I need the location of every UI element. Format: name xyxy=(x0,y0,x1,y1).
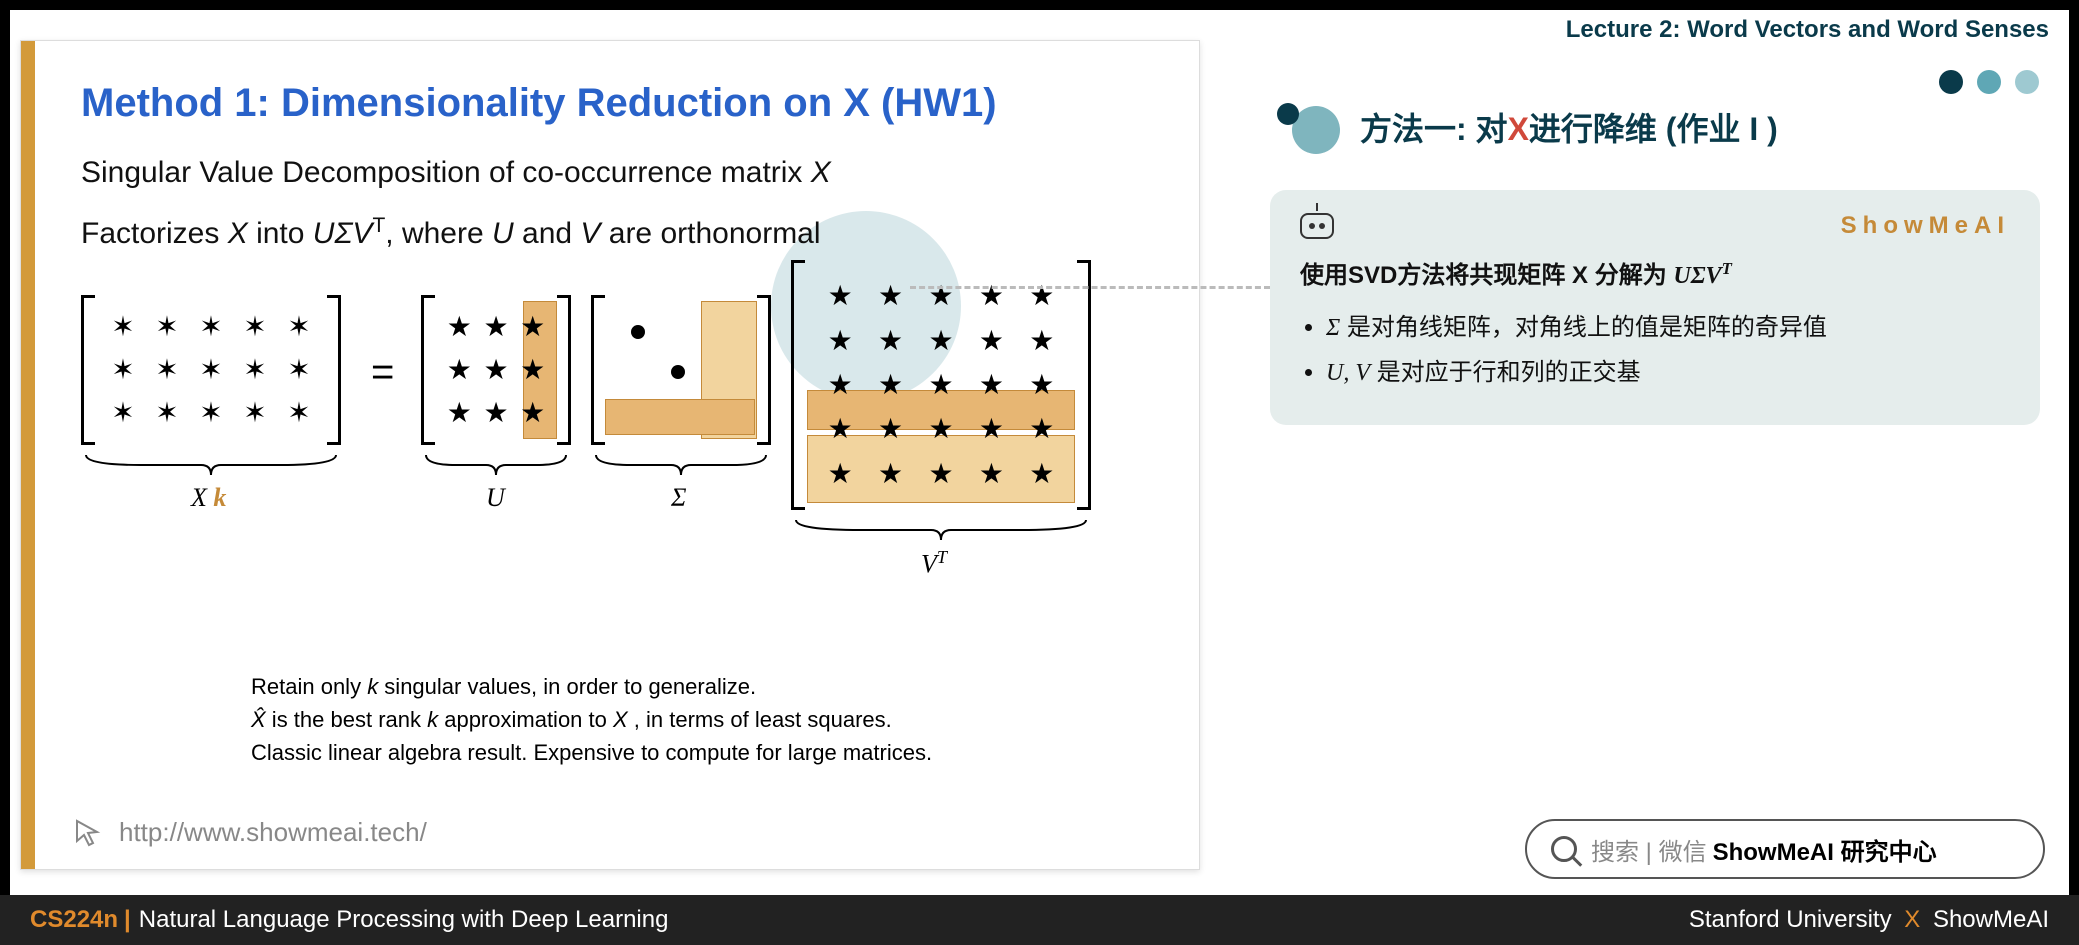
brace-x xyxy=(81,450,341,480)
label-u: U xyxy=(486,483,505,513)
brace-sigma xyxy=(591,450,771,480)
var-x: X xyxy=(811,156,831,189)
pipe: | xyxy=(124,906,131,934)
url-text[interactable]: http://www.showmeai.tech/ xyxy=(119,817,427,848)
slide-accent-bar xyxy=(21,41,35,869)
slide-title: Method 1: Dimensionality Reduction on X … xyxy=(81,81,1159,126)
label-sigma: Σ xyxy=(671,483,686,513)
search-strong: ShowMeAI 研究中心 xyxy=(1713,832,1937,867)
brace-u xyxy=(421,450,571,480)
course-subtitle: Natural Language Processing with Deep Le… xyxy=(139,906,669,934)
text: into xyxy=(248,217,313,250)
page: Lecture 2: Word Vectors and Word Senses … xyxy=(10,10,2069,895)
callout-box: ShowMeAI 使用SVD方法将共现矩阵 X 分解为 UΣVT Σ 是对角线矩… xyxy=(1270,190,2040,425)
footer-right: Stanford University X ShowMeAI xyxy=(1689,906,2049,934)
lecture-header: Lecture 2: Word Vectors and Word Senses xyxy=(1566,10,2049,50)
text: and xyxy=(514,217,581,250)
var-usv: UΣV xyxy=(313,217,373,250)
note-line-2: X̂ is the best rank k approximation to X… xyxy=(251,703,932,736)
search-icon xyxy=(1551,836,1577,862)
text: , where xyxy=(385,217,492,250)
text: Factorizes xyxy=(81,217,228,250)
bot-icon xyxy=(1300,213,1334,239)
transpose: T xyxy=(372,214,385,237)
text: are orthonormal xyxy=(600,217,820,250)
right-title: 方法一: 对X进行降维 (作业 I ) xyxy=(1360,104,1778,150)
callout-line-1: 使用SVD方法将共现矩阵 X 分解为 UΣVT xyxy=(1300,256,2010,295)
callout-bullet-2: U, V 是对应于行和列的正交基 xyxy=(1326,352,2010,387)
slide-notes: Retain only k singular values, in order … xyxy=(251,670,932,769)
svd-diagram: ✶✶✶✶✶ ✶✶✶✶✶ ✶✶✶✶✶ X k = xyxy=(81,275,1131,605)
slide-line-2: Factorizes X into UΣVT, where U and V ar… xyxy=(81,214,1159,251)
slide-body: Method 1: Dimensionality Reduction on X … xyxy=(81,81,1159,849)
label-k: k xyxy=(213,483,226,512)
text: Singular Value Decomposition of co-occur… xyxy=(81,156,811,189)
bubble-icon xyxy=(1270,100,1340,154)
cursor-icon xyxy=(71,815,105,849)
matrix-x: ✶✶✶✶✶ ✶✶✶✶✶ ✶✶✶✶✶ xyxy=(81,295,341,445)
search-hint: 搜索 | 微信 xyxy=(1591,832,1707,867)
search-pill[interactable]: 搜索 | 微信 ShowMeAI 研究中心 xyxy=(1525,819,2045,879)
connector-line xyxy=(910,286,1270,289)
note-line-1: Retain only k singular values, in order … xyxy=(251,670,932,703)
course-code: CS224n xyxy=(30,906,118,934)
slide-line-1: Singular Value Decomposition of co-occur… xyxy=(81,156,1159,190)
url-row: http://www.showmeai.tech/ xyxy=(71,815,427,849)
slide-card: Method 1: Dimensionality Reduction on X … xyxy=(20,40,1200,870)
right-title-row: 方法一: 对X进行降维 (作业 I ) xyxy=(1270,100,1778,154)
matrix-vt: ★★★★★ ★★★★★ ★★★★★ ★★★★★ ★★★★★ xyxy=(791,260,1091,510)
brand-label: ShowMeAI xyxy=(1841,212,2010,240)
note-line-3: Classic linear algebra result. Expensive… xyxy=(251,736,932,769)
footer-bar: CS224n | Natural Language Processing wit… xyxy=(0,895,2079,945)
decor-dots xyxy=(1925,70,2039,99)
callout-header: ShowMeAI xyxy=(1300,212,2010,240)
matrix-u: ★★★ ★★★ ★★★ xyxy=(421,295,571,445)
label-vt: VT xyxy=(921,547,947,580)
label-x: X k xyxy=(191,483,226,513)
var-v: V xyxy=(580,217,600,250)
equals-sign: = xyxy=(371,350,394,395)
var-u: U xyxy=(492,217,514,250)
callout-bullet-1: Σ 是对角线矩阵，对角线上的值是矩阵的奇异值 xyxy=(1326,307,2010,342)
brace-vt xyxy=(791,515,1091,545)
matrix-sigma xyxy=(591,295,771,445)
var-x: X xyxy=(228,217,248,250)
